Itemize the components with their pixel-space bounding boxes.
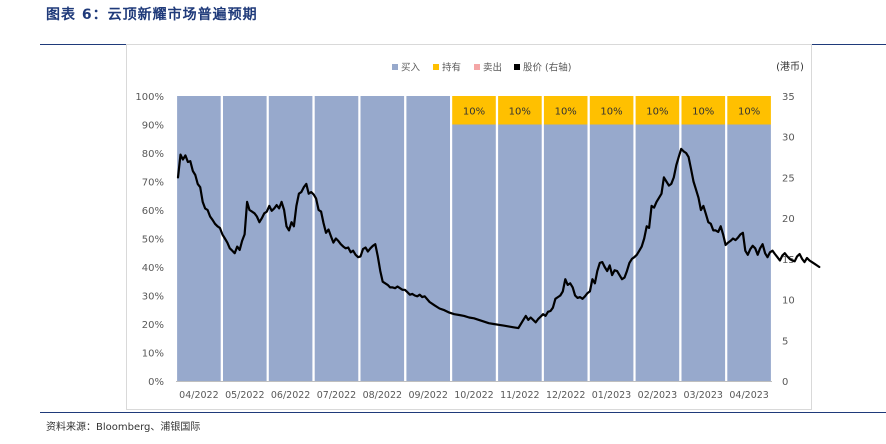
legend-label-2: 卖出: [483, 62, 502, 74]
bar-label-group: 10% 10% 10% 10% 10% 10% 10%: [463, 106, 760, 117]
x-tick-label-6: 10/2022: [454, 390, 493, 401]
bar-hold-12: [727, 96, 771, 125]
bottom-rule: [40, 412, 886, 413]
x-tick-label-3: 07/2022: [317, 390, 356, 401]
y-left-tick-2: 20%: [142, 320, 164, 331]
bar-data-label-10: 10%: [646, 106, 668, 117]
bar-data-label-8: 10%: [555, 106, 577, 117]
legend-swatch-1: [433, 64, 439, 70]
y-right-tick-4: 20: [782, 214, 795, 225]
source-note: 资料来源：Bloomberg、浦银国际: [46, 422, 201, 433]
bar-hold-11: [681, 96, 726, 125]
x-tick-label-12: 04/2023: [729, 390, 768, 401]
x-tick-label-7: 11/2022: [500, 390, 539, 401]
y-left-tick-7: 70%: [142, 178, 164, 189]
bar-buy-8: [543, 124, 588, 381]
bar-group: [177, 96, 771, 381]
x-tick-label-10: 02/2023: [638, 390, 677, 401]
legend-label-1: 持有: [442, 62, 461, 74]
x-tick-label-5: 09/2022: [408, 390, 447, 401]
bar-data-label-12: 10%: [738, 106, 760, 117]
y-right-tick-3: 15: [782, 255, 795, 266]
y-left-tick-10: 100%: [135, 92, 164, 103]
bar-data-label-11: 10%: [692, 106, 714, 117]
price-line-group: [176, 147, 821, 330]
bar-hold-9: [589, 96, 634, 125]
price-line: [176, 147, 821, 330]
y-left-tick-8: 80%: [142, 149, 164, 160]
y-right-tick-0: 0: [782, 377, 788, 388]
bar-buy-2: [268, 96, 313, 381]
y-left-tick-4: 40%: [142, 263, 164, 274]
bar-buy-9: [589, 124, 634, 381]
bar-hold-8: [543, 96, 588, 125]
legend-swatch-0: [392, 64, 398, 70]
legend-swatch-2: [474, 64, 480, 70]
bar-hold-10: [635, 96, 680, 125]
legend-label-3: 股价 (右轴): [523, 62, 571, 74]
bar-hold-6: [452, 96, 496, 125]
y-right-tick-7: 35: [782, 92, 795, 103]
x-tick-label-4: 08/2022: [363, 390, 402, 401]
figure-title: 图表 6：云顶新耀市场普遍预期: [46, 7, 258, 23]
bar-buy-10: [635, 124, 680, 381]
bar-hold-7: [498, 96, 542, 125]
x-tick-label-9: 01/2023: [592, 390, 631, 401]
bar-buy-0: [177, 96, 221, 381]
bar-data-label-7: 10%: [509, 106, 531, 117]
bar-buy-6: [452, 124, 496, 381]
bar-buy-4: [360, 96, 405, 381]
title-rule-left: [40, 44, 126, 45]
legend-label-0: 买入: [401, 63, 421, 74]
bar-data-label-9: 10%: [600, 106, 622, 117]
legend-group: 买入 持有 卖出 股价 (右轴): [392, 62, 571, 74]
y-left-tick-5: 50%: [142, 235, 164, 246]
bar-buy-7: [498, 124, 542, 381]
bar-buy-5: [406, 96, 450, 381]
y-left-tick-6: 60%: [142, 206, 164, 217]
right-axis-unit: (港币): [776, 61, 804, 73]
bar-data-label-6: 10%: [463, 106, 485, 117]
x-tick-label-1: 05/2022: [225, 390, 264, 401]
bar-buy-1: [223, 96, 267, 381]
legend-swatch-3: [514, 64, 520, 70]
y-right-tick-1: 5: [782, 336, 788, 347]
y-right-tick-2: 10: [782, 296, 795, 307]
y-right-tick-5: 25: [782, 173, 795, 184]
x-tick-label-11: 03/2023: [683, 390, 722, 401]
x-tick-label-8: 12/2022: [546, 390, 585, 401]
axes-group: 04/2022 05/2022 06/2022 07/2022 08/2022 09/20…: [135, 61, 804, 401]
y-right-tick-6: 30: [782, 133, 795, 144]
x-tick-label-0: 04/2022: [179, 390, 218, 401]
y-left-tick-1: 10%: [142, 349, 164, 360]
title-rule-right: [812, 44, 886, 45]
bar-buy-11: [681, 124, 726, 381]
y-left-tick-0: 0%: [148, 377, 164, 388]
y-left-tick-3: 30%: [142, 292, 164, 303]
y-left-tick-9: 90%: [142, 121, 164, 132]
x-tick-label-2: 06/2022: [271, 390, 310, 401]
